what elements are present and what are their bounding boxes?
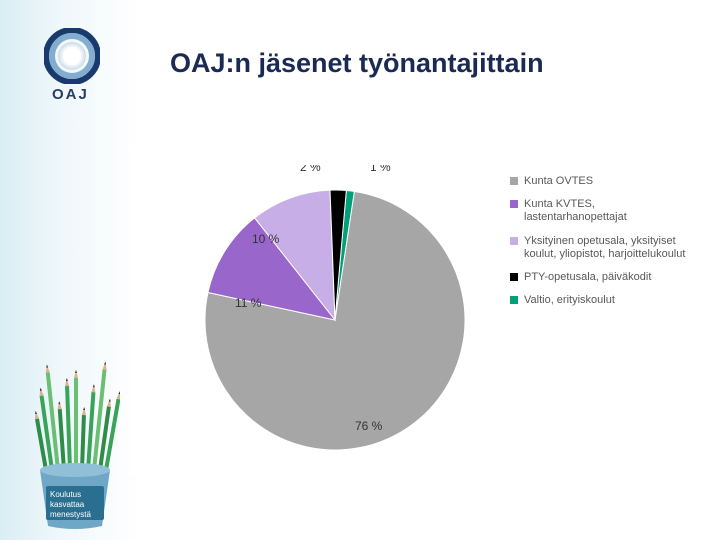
pie-pct-label: 10 % <box>252 232 280 246</box>
chart-legend: Kunta OVTES Kunta KVTES, lastentarhanopet… <box>510 175 700 317</box>
legend-label: Kunta OVTES <box>524 175 700 188</box>
pie-chart: 76 % 11 % 10 % 2 % 1 % Kunta OVTES Kunta KVTE… <box>130 145 710 475</box>
page-title: OAJ:n jäsenet työnantajittain <box>170 48 544 79</box>
legend-label: Valtio, erityiskoulut <box>524 294 700 307</box>
pie-pct-label: 2 % <box>300 165 321 174</box>
legend-label: Kunta KVTES, lastentarhanopettajat <box>524 198 700 224</box>
legend-swatch <box>510 200 518 208</box>
legend-swatch <box>510 237 518 245</box>
legend-swatch <box>510 273 518 281</box>
legend-item: Valtio, erityiskoulut <box>510 294 700 307</box>
legend-item: Kunta OVTES <box>510 175 700 188</box>
oaj-logo-icon <box>44 28 100 84</box>
legend-item: PTY-opetusala, päiväkodit <box>510 271 700 284</box>
oaj-logo-text: OAJ <box>52 86 89 103</box>
legend-label: Yksityinen opetusala, yksityiset koulut,… <box>524 235 700 261</box>
legend-swatch <box>510 296 518 304</box>
pencil-pot-icon: Koulutus kasvattaa menestystä <box>30 350 120 530</box>
legend-item: Kunta KVTES, lastentarhanopettajat <box>510 198 700 224</box>
svg-text:kasvattaa: kasvattaa <box>50 500 85 509</box>
legend-item: Yksityinen opetusala, yksityiset koulut,… <box>510 235 700 261</box>
pie-canvas: 76 % 11 % 10 % 2 % 1 % <box>190 165 480 455</box>
pie-pct-label: 76 % <box>355 419 383 433</box>
pie-pct-label: 11 % <box>235 296 262 310</box>
slide-root: OAJ Koulutus kasvattaa menestystä OAJ:n … <box>0 0 720 540</box>
legend-swatch <box>510 177 518 185</box>
legend-label: PTY-opetusala, päiväkodit <box>524 271 700 284</box>
pie-pct-label: 1 % <box>370 165 391 174</box>
svg-text:Koulutus: Koulutus <box>50 490 81 499</box>
svg-text:menestystä: menestystä <box>50 510 91 519</box>
